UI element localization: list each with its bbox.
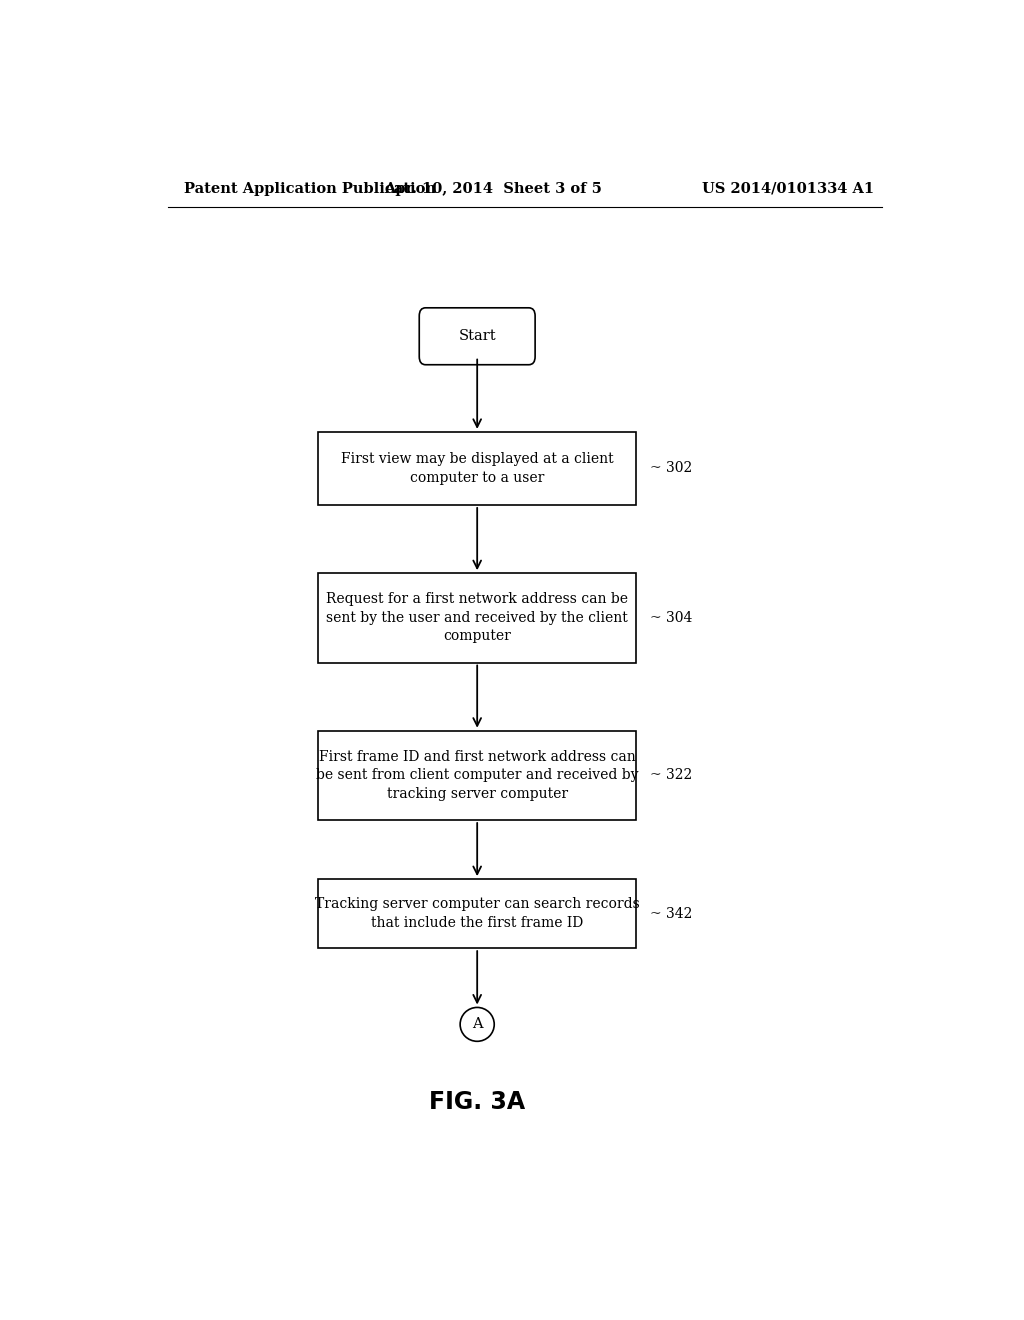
Text: ~ 304: ~ 304 xyxy=(650,611,692,624)
FancyBboxPatch shape xyxy=(318,432,636,506)
FancyBboxPatch shape xyxy=(318,731,636,820)
Text: Request for a first network address can be
sent by the user and received by the : Request for a first network address can … xyxy=(327,593,628,643)
Text: Tracking server computer can search records
that include the first frame ID: Tracking server computer can search reco… xyxy=(314,898,640,929)
Text: A: A xyxy=(472,1018,482,1031)
FancyBboxPatch shape xyxy=(318,573,636,663)
Text: US 2014/0101334 A1: US 2014/0101334 A1 xyxy=(701,182,873,195)
Text: First frame ID and first network address can
be sent from client computer and re: First frame ID and first network address… xyxy=(316,750,638,801)
Text: ~ 322: ~ 322 xyxy=(650,768,692,783)
Text: FIG. 3A: FIG. 3A xyxy=(429,1089,525,1114)
Ellipse shape xyxy=(460,1007,495,1041)
Text: Patent Application Publication: Patent Application Publication xyxy=(183,182,435,195)
Text: ~ 302: ~ 302 xyxy=(650,462,692,475)
Text: ~ 342: ~ 342 xyxy=(650,907,692,920)
FancyBboxPatch shape xyxy=(318,879,636,948)
Text: Start: Start xyxy=(459,329,496,343)
Text: First view may be displayed at a client
computer to a user: First view may be displayed at a client … xyxy=(341,453,613,484)
Text: Apr. 10, 2014  Sheet 3 of 5: Apr. 10, 2014 Sheet 3 of 5 xyxy=(384,182,602,195)
FancyBboxPatch shape xyxy=(419,308,536,364)
